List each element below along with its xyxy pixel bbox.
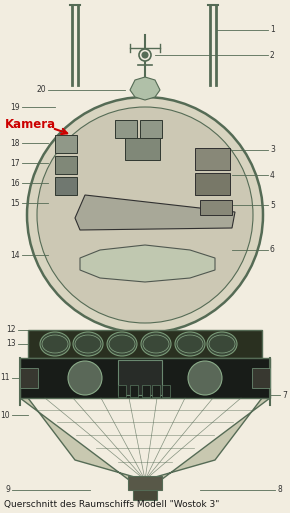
Text: 8: 8 [277, 485, 282, 495]
Text: 6: 6 [270, 246, 275, 254]
Text: 3: 3 [270, 146, 275, 154]
Polygon shape [80, 245, 215, 282]
Bar [55, 156, 77, 174]
Ellipse shape [107, 332, 137, 356]
Text: 5: 5 [270, 201, 275, 209]
Circle shape [68, 361, 102, 395]
Bar [140, 120, 162, 138]
Circle shape [37, 107, 253, 323]
Bar [252, 368, 270, 388]
Bar [152, 385, 160, 397]
Bar [125, 138, 160, 160]
Text: 20: 20 [36, 86, 46, 94]
Polygon shape [130, 77, 160, 100]
Text: 4: 4 [270, 170, 275, 180]
Text: 7: 7 [282, 390, 287, 400]
Text: 19: 19 [10, 103, 20, 111]
Bar [195, 148, 230, 170]
Ellipse shape [73, 332, 103, 356]
Bar [55, 177, 77, 195]
Ellipse shape [40, 332, 70, 356]
Bar [20, 368, 38, 388]
Circle shape [139, 49, 151, 61]
Polygon shape [75, 195, 235, 230]
Bar [20, 358, 270, 398]
Text: 12: 12 [6, 326, 16, 334]
Text: Kamera: Kamera [5, 119, 56, 131]
Text: 1: 1 [270, 26, 275, 34]
Text: 14: 14 [10, 250, 20, 260]
Text: 17: 17 [10, 159, 20, 168]
Bar [55, 135, 77, 153]
Text: 16: 16 [10, 179, 20, 187]
Bar [118, 385, 126, 397]
Bar [128, 476, 162, 490]
Bar [142, 385, 150, 397]
Text: 10: 10 [0, 410, 10, 420]
Bar [28, 330, 262, 358]
Circle shape [188, 361, 222, 395]
Text: Querschnitt des Raumschiffs Modell "Wostok 3"
für die Mission "Wostok 1". Oben l: Querschnitt des Raumschiffs Modell "Wost… [4, 500, 224, 513]
Polygon shape [20, 398, 270, 492]
Text: 13: 13 [6, 340, 16, 348]
Bar [195, 173, 230, 195]
Text: 11: 11 [1, 373, 10, 383]
Ellipse shape [207, 332, 237, 356]
Circle shape [27, 97, 263, 333]
Text: 2: 2 [270, 50, 275, 60]
Circle shape [142, 52, 148, 58]
Bar [118, 360, 162, 395]
Text: 15: 15 [10, 199, 20, 207]
Text: 9: 9 [5, 485, 10, 495]
Bar [133, 490, 157, 500]
Bar [162, 385, 170, 397]
Ellipse shape [175, 332, 205, 356]
Bar [200, 200, 232, 215]
Text: 18: 18 [10, 139, 20, 148]
Bar [130, 385, 138, 397]
Ellipse shape [141, 332, 171, 356]
Bar [115, 120, 137, 138]
